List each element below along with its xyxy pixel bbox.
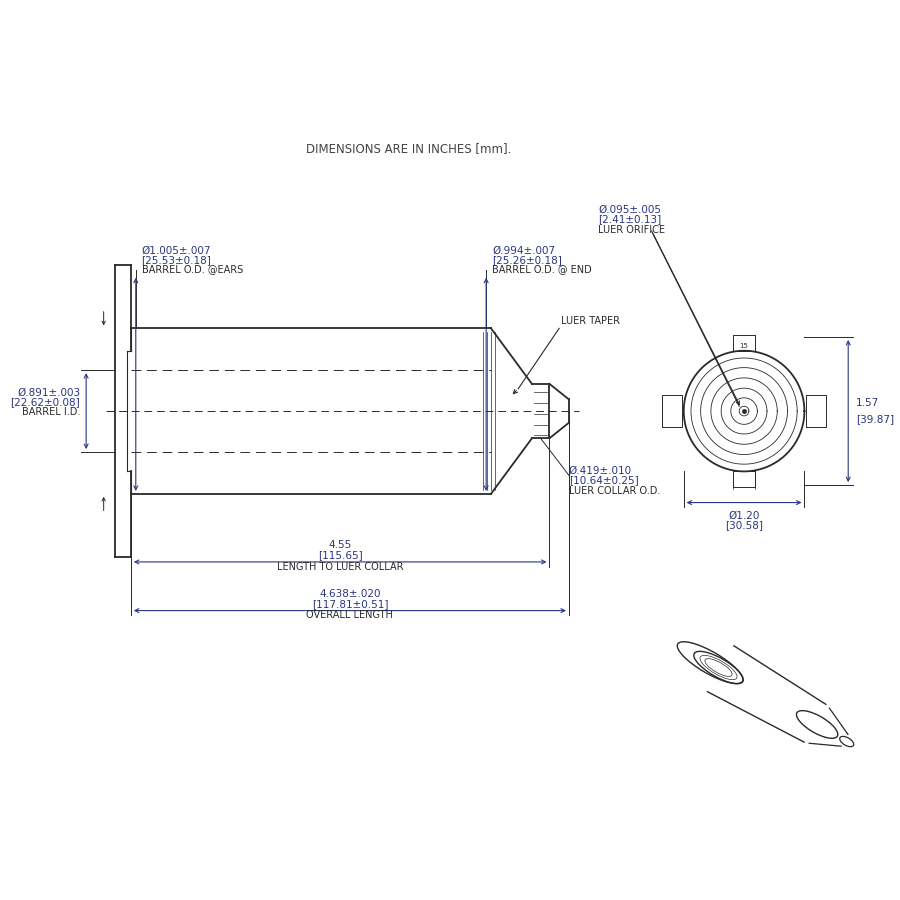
Text: LUER ORIFICE: LUER ORIFICE	[598, 225, 665, 235]
Text: [39.87]: [39.87]	[856, 414, 894, 424]
Text: [25.26±0.18]: [25.26±0.18]	[492, 255, 562, 266]
Text: [2.41±0.13]: [2.41±0.13]	[598, 214, 662, 224]
Text: 15: 15	[740, 343, 749, 349]
Text: [25.53±0.18]: [25.53±0.18]	[141, 255, 212, 266]
Text: LENGTH TO LUER COLLAR: LENGTH TO LUER COLLAR	[277, 562, 403, 572]
Text: 1.57: 1.57	[856, 399, 879, 409]
Text: DIMENSIONS ARE IN INCHES [mm].: DIMENSIONS ARE IN INCHES [mm].	[306, 142, 511, 155]
Text: LUER TAPER: LUER TAPER	[561, 317, 620, 327]
Text: 4.55: 4.55	[328, 540, 352, 550]
Text: LUER COLLAR O.D.: LUER COLLAR O.D.	[569, 486, 661, 496]
Text: BARREL O.D. @EARS: BARREL O.D. @EARS	[141, 264, 243, 274]
Text: 4.638±.020: 4.638±.020	[320, 589, 381, 598]
Text: Ø1.005±.007: Ø1.005±.007	[141, 246, 212, 256]
Text: [117.81±0.51]: [117.81±0.51]	[311, 598, 388, 608]
Text: [115.65]: [115.65]	[318, 550, 363, 560]
Text: Ø.419±.010: Ø.419±.010	[569, 465, 632, 475]
Text: OVERALL LENGTH: OVERALL LENGTH	[307, 610, 393, 620]
Text: [10.64±0.25]: [10.64±0.25]	[569, 475, 639, 485]
Text: BARREL I.D.: BARREL I.D.	[22, 407, 80, 417]
Text: Ø1.20: Ø1.20	[728, 510, 760, 520]
Text: Ø.994±.007: Ø.994±.007	[492, 246, 555, 256]
Text: [22.62±0.08]: [22.62±0.08]	[11, 397, 80, 407]
Text: BARREL O.D. @ END: BARREL O.D. @ END	[492, 264, 591, 274]
Text: Ø.891±.003: Ø.891±.003	[17, 387, 80, 398]
Text: Ø.095±.005: Ø.095±.005	[598, 204, 662, 214]
Text: [30.58]: [30.58]	[725, 520, 763, 530]
